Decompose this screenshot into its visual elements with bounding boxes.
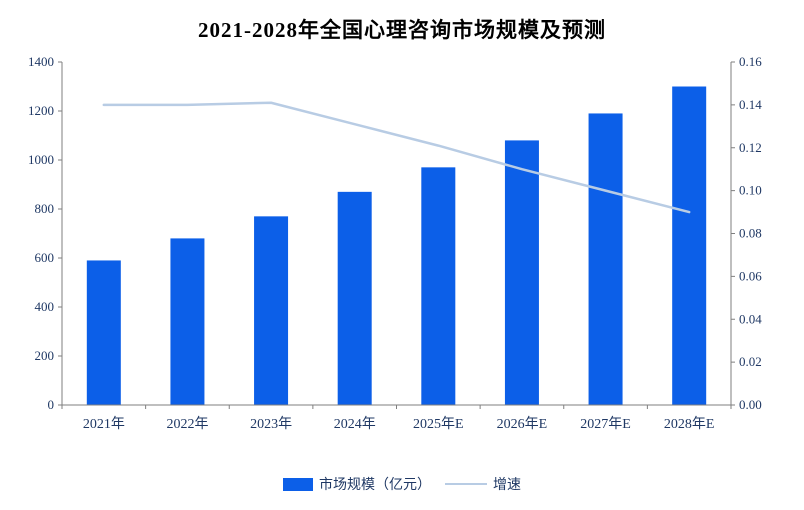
x-axis-label: 2025年E (413, 416, 464, 432)
bar (588, 113, 623, 405)
x-axis-label: 2022年 (166, 416, 208, 432)
left-axis-tick-label: 1200 (28, 103, 54, 118)
bar (504, 140, 539, 405)
x-axis-label: 2023年 (250, 416, 292, 432)
right-axis-tick-label: 0.00 (739, 397, 762, 412)
legend-label-growth-rate: 增速 (493, 478, 521, 493)
left-axis-tick-label: 600 (35, 250, 55, 265)
right-axis-tick-label: 0.16 (739, 54, 762, 69)
legend-item-market-size: 市场规模（亿元） (283, 474, 431, 494)
bar (421, 167, 456, 405)
left-axis-tick-label: 1000 (28, 152, 54, 167)
bar (254, 216, 289, 405)
right-axis-tick-label: 0.08 (739, 226, 762, 241)
right-axis-tick-label: 0.02 (739, 354, 762, 369)
right-axis-tick-label: 0.06 (739, 268, 762, 283)
chart-legend: 市场规模（亿元） 增速 (0, 474, 804, 494)
right-axis-tick-label: 0.12 (739, 140, 762, 155)
legend-label-market-size: 市场规模（亿元） (319, 478, 431, 493)
growth-rate-line (102, 101, 691, 214)
chart-canvas: 0 200 400 600 800 1000 1200 1400 0.00 0.02 0.04 0.0… (28, 54, 762, 432)
bar (170, 238, 205, 405)
x-axis-label: 2021年 (83, 416, 125, 432)
chart-title: 2021-2028年全国心理咨询市场规模及预测 (198, 18, 606, 42)
left-axis-tick-label: 1400 (28, 54, 54, 69)
left-axis-tick-label: 200 (35, 348, 55, 363)
right-axis-tick-label: 0.04 (739, 311, 762, 326)
bar (86, 260, 121, 405)
bar-series-swatch (283, 477, 313, 491)
left-axis-tick-label: 800 (35, 201, 55, 216)
legend-item-growth-rate: 增速 (445, 474, 521, 494)
left-axis-tick-label: 400 (35, 299, 55, 314)
right-axis-tick-label: 0.10 (739, 183, 762, 198)
left-axis-tick-label: 0 (48, 397, 55, 412)
line-series-swatch (445, 483, 487, 485)
x-axis-label: 2028年E (664, 416, 715, 432)
right-axis-tick-label: 0.14 (739, 97, 762, 112)
x-axis-label: 2026年E (497, 416, 548, 432)
x-axis-label: 2027年E (580, 416, 631, 432)
bar (672, 86, 707, 405)
x-axis-label: 2024年 (334, 416, 376, 432)
bar (337, 191, 372, 405)
